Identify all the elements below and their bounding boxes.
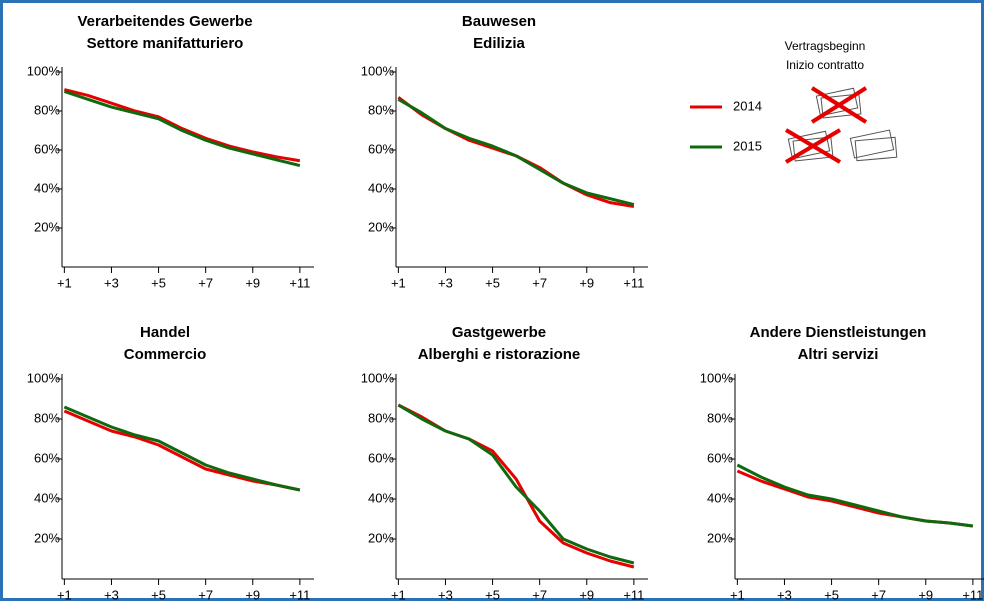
icons	[784, 86, 898, 164]
x-tick-label: +3	[777, 587, 792, 601]
x-tick-label: +5	[824, 587, 839, 601]
line	[736, 463, 974, 528]
x-tick-label: +11	[289, 587, 310, 601]
note-icon	[792, 136, 834, 162]
chart-title: Andere Dienstleistungen	[750, 324, 927, 341]
x-tick-label: +9	[245, 587, 260, 601]
x-tick-label: +9	[918, 587, 933, 601]
legend: 2014 2015	[690, 98, 762, 153]
y-tick-label: 80%	[368, 102, 394, 117]
chart-subtitle: Edilizia	[473, 35, 525, 52]
y-tick-label: 20%	[368, 219, 394, 234]
legend-subtitle: Inizio contratto	[786, 58, 864, 72]
line	[63, 405, 301, 492]
x-tick-label: +1	[391, 587, 406, 601]
line	[63, 90, 301, 168]
x-tick-label: +7	[532, 587, 547, 601]
note-icon	[815, 87, 859, 117]
x-tick-label: +5	[151, 587, 166, 601]
x-tick-label: +7	[532, 275, 547, 290]
note-icon	[854, 136, 898, 162]
x-tick-label: +5	[485, 587, 500, 601]
x-tick-label: +11	[289, 275, 310, 290]
legend-title: Vertragsbeginn	[785, 39, 866, 53]
y-tick-label: 80%	[34, 410, 60, 425]
chart-title: Verarbeitendes Gewerbe	[77, 13, 252, 30]
x-tick-label: +3	[438, 587, 453, 601]
note-icon	[820, 93, 862, 119]
y-tick-label: 100%	[361, 370, 395, 385]
y-tick-label: 40%	[34, 180, 60, 195]
legend-label: 2014	[733, 98, 762, 113]
x-tick-label: +7	[871, 587, 886, 601]
line	[397, 98, 635, 207]
legend-label: 2015	[733, 138, 762, 153]
x-tick-label: +3	[104, 275, 119, 290]
y-tick-label: 80%	[368, 410, 394, 425]
x-tick-label: +9	[579, 275, 594, 290]
x-tick-label: +5	[485, 275, 500, 290]
y-tick-label: 60%	[34, 141, 60, 156]
y-tick-label: 100%	[27, 370, 61, 385]
cross	[810, 86, 868, 124]
x-tick-label: +7	[198, 275, 213, 290]
x-tick-label: +1	[57, 587, 72, 601]
y-tick-label: 40%	[368, 180, 394, 195]
y-tick-label: 20%	[34, 219, 60, 234]
chart-subtitle: Altri servizi	[798, 346, 879, 363]
y-tick-label: 100%	[27, 63, 61, 78]
x-tick-label: +1	[730, 587, 745, 601]
y-tick-label: 40%	[707, 490, 733, 505]
y-tick-label: 100%	[700, 370, 734, 385]
chart-title: Handel	[140, 324, 190, 341]
line	[63, 88, 301, 163]
x-tick-label: +3	[104, 587, 119, 601]
y-tick-label: 20%	[707, 530, 733, 545]
x-tick-label: +1	[57, 275, 72, 290]
x-tick-label: +1	[391, 275, 406, 290]
chart-title: Gastgewerbe	[452, 324, 546, 341]
y-tick-label: 20%	[34, 530, 60, 545]
x-tick-label: +5	[151, 275, 166, 290]
line	[397, 403, 635, 565]
x-tick-label: +9	[579, 587, 594, 601]
cross	[784, 128, 842, 164]
note-icon	[787, 130, 831, 160]
note-icon	[849, 129, 895, 159]
chart-subtitle: Alberghi e ristorazione	[418, 346, 581, 363]
chart-title: Bauwesen	[462, 13, 536, 30]
y-tick-label: 40%	[34, 490, 60, 505]
y-tick-label: 80%	[707, 410, 733, 425]
y-tick-label: 80%	[34, 102, 60, 117]
y-tick-label: 60%	[368, 141, 394, 156]
y-tick-label: 20%	[368, 530, 394, 545]
chart-subtitle: Commercio	[124, 346, 207, 363]
y-tick-label: 60%	[707, 450, 733, 465]
x-tick-label: +7	[198, 587, 213, 601]
x-tick-label: +11	[962, 587, 983, 601]
x-tick-label: +11	[623, 587, 644, 601]
y-tick-label: 40%	[368, 490, 394, 505]
y-tick-label: 60%	[368, 450, 394, 465]
x-tick-label: +3	[438, 275, 453, 290]
y-tick-label: 60%	[34, 450, 60, 465]
y-tick-label: 100%	[361, 63, 395, 78]
chart-subtitle: Settore manifatturiero	[87, 35, 244, 52]
x-tick-label: +9	[245, 275, 260, 290]
x-tick-label: +11	[623, 275, 644, 290]
